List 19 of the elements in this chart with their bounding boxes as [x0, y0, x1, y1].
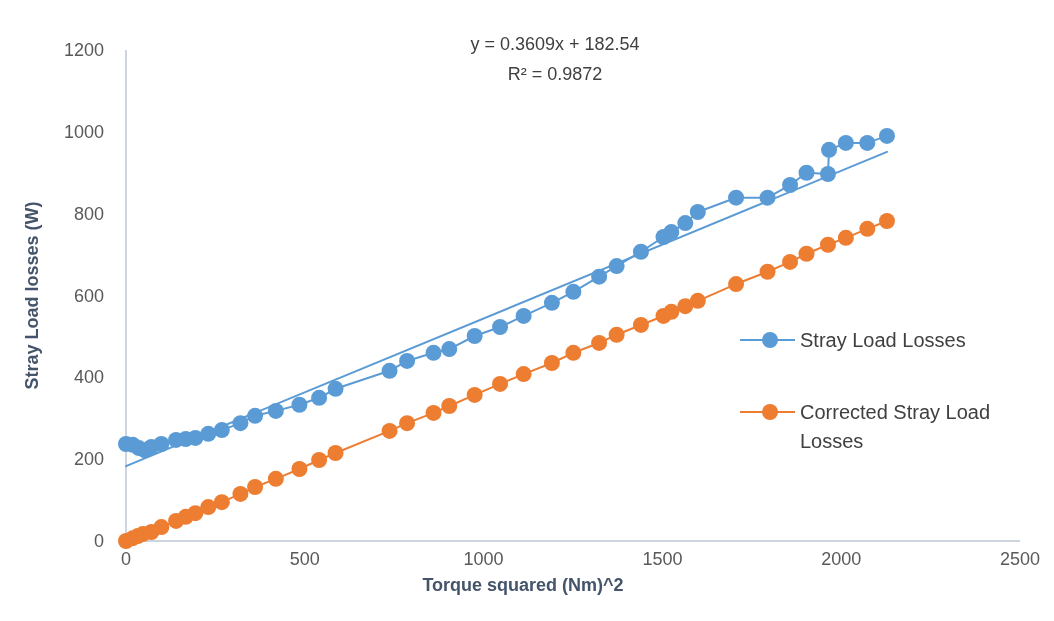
x-tick-label: 1500 [642, 549, 683, 569]
y-tick-label: 1200 [63, 40, 104, 60]
x-tick-label: 2500 [999, 549, 1041, 569]
x-axis-title: Torque squared (Nm)^2 [422, 575, 624, 595]
y-tick-label: 600 [73, 285, 104, 306]
annotation: y = 0.3609x + 182.54 [470, 34, 640, 54]
y-tick-label: 200 [73, 449, 104, 470]
x-tick-label: 1000 [463, 549, 504, 569]
x-tick-label: 500 [289, 549, 320, 569]
x-tick-label: 0 [120, 549, 132, 569]
y-tick-label: 1000 [63, 121, 104, 142]
legend-label: Stray Load Losses [800, 329, 966, 351]
y-tick-label: 400 [73, 367, 104, 388]
x-tick-label: 2000 [821, 549, 862, 569]
annotation: R² = 0.9872 [507, 64, 603, 84]
y-tick-label: 0 [93, 531, 104, 551]
y-axis-title: Stray Load losses (W) [22, 201, 42, 390]
legend-label: Corrected Stray Load Losses [800, 401, 991, 452]
y-tick-label: 800 [73, 203, 104, 224]
